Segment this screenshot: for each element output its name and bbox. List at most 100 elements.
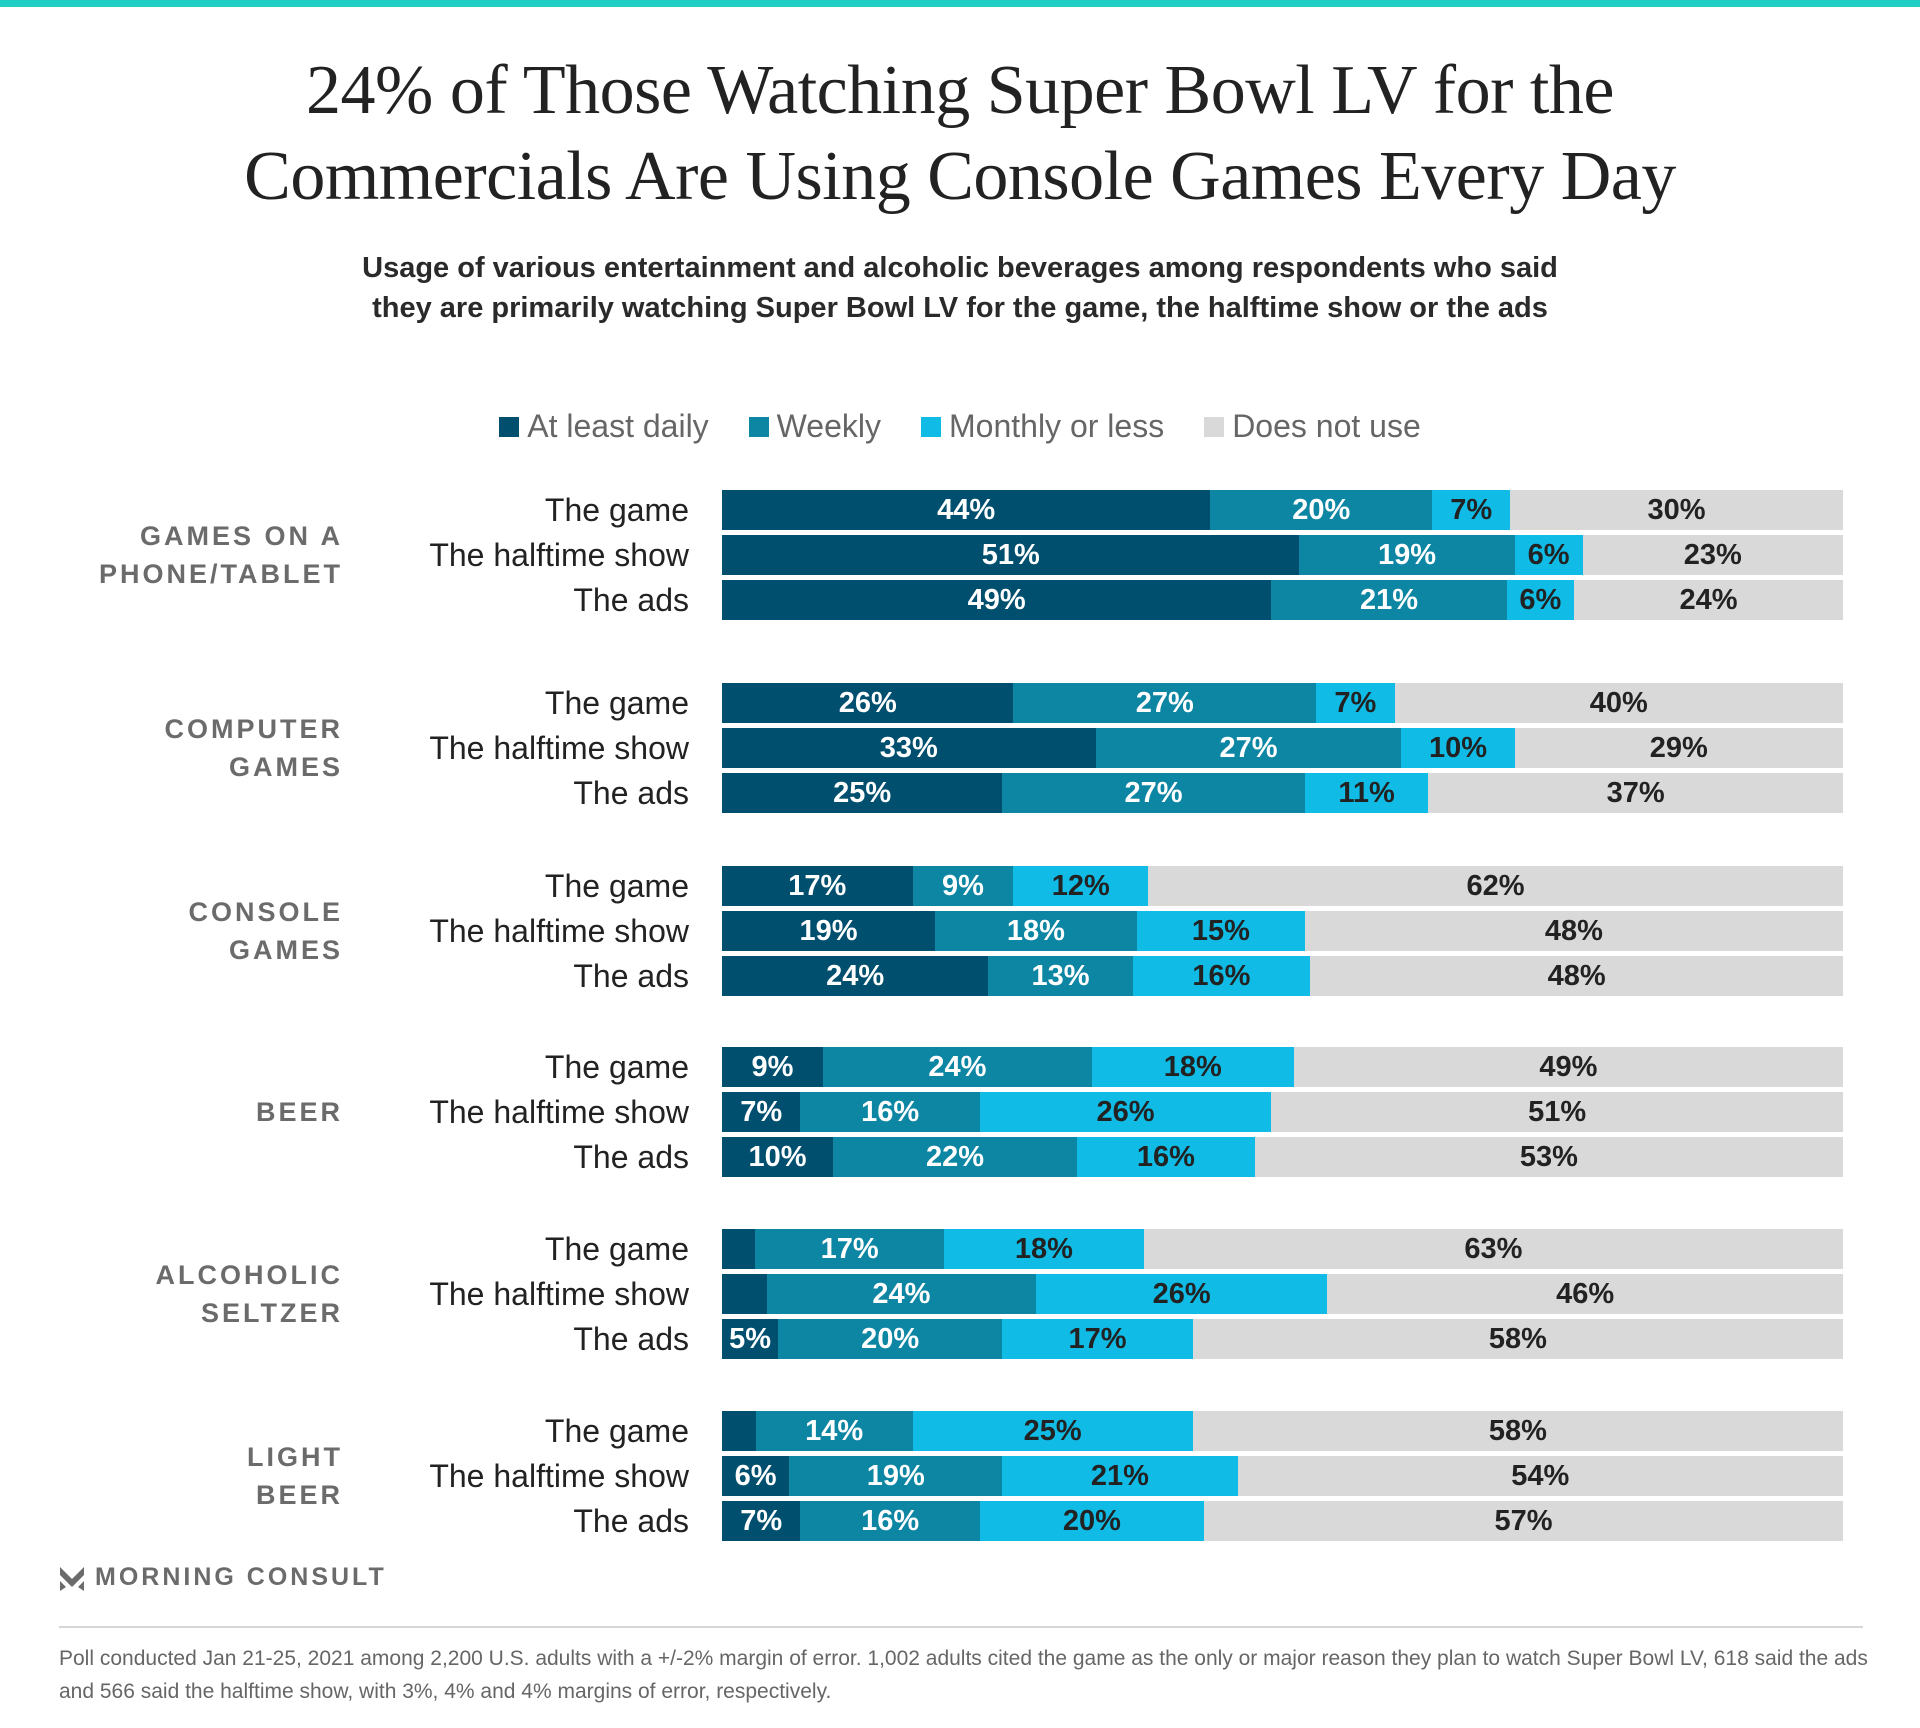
- legend-item-daily: At least daily: [499, 408, 709, 445]
- bar-segment-daily: 6%: [722, 1456, 790, 1496]
- bar-segment-weekly: 17%: [755, 1229, 944, 1269]
- data-label: 17%: [1068, 1322, 1127, 1355]
- bar-segment-weekly: 20%: [778, 1319, 1003, 1359]
- category-label: LIGHT BEER: [247, 1438, 343, 1514]
- data-label: 20%: [1292, 493, 1351, 526]
- data-label: 16%: [1136, 1140, 1195, 1173]
- bar-segment-daily: 5%: [722, 1319, 779, 1359]
- data-label: 27%: [1135, 686, 1194, 719]
- legend-item-none: Does not use: [1204, 408, 1421, 445]
- bar-segment-weekly: 18%: [934, 911, 1137, 951]
- bar-segment-monthly: 18%: [943, 1229, 1144, 1269]
- bar-segment-daily: 9%: [722, 1047, 823, 1087]
- row-label: The game: [544, 492, 689, 528]
- bar-segment-none: 53%: [1254, 1137, 1843, 1177]
- legend-swatch: [748, 416, 769, 437]
- row-label: The halftime show: [429, 537, 689, 573]
- bar-segment-none: 48%: [1310, 956, 1843, 996]
- bar-segment-monthly: 16%: [1077, 1137, 1255, 1177]
- bar-segment-monthly: 16%: [1132, 956, 1311, 996]
- legend-label: Does not use: [1232, 408, 1421, 444]
- data-label: 7%: [1334, 686, 1377, 719]
- category-label: BEER: [256, 1093, 343, 1131]
- bar-segment-weekly: 20%: [1210, 490, 1433, 530]
- data-label: 18%: [1014, 1232, 1073, 1265]
- category-label-line: GAMES ON A: [139, 521, 343, 551]
- row-label: The halftime show: [429, 1458, 689, 1494]
- category-label-line: CONSOLE: [188, 897, 343, 927]
- data-label: 7%: [740, 1095, 783, 1128]
- row-label: The halftime show: [429, 1276, 689, 1312]
- data-label: 10%: [1428, 731, 1488, 764]
- data-label: 25%: [1023, 1414, 1082, 1447]
- bar-segment-monthly: 7%: [1316, 683, 1395, 723]
- data-label: 25%: [833, 776, 892, 809]
- row-label: The ads: [573, 1321, 689, 1357]
- bar-segment-weekly: 13%: [988, 956, 1133, 996]
- legend-swatch: [921, 416, 941, 437]
- bar-segment-weekly: 9%: [912, 866, 1014, 906]
- data-label: 11%: [1338, 776, 1395, 809]
- top-accent-bar: [0, 0, 1920, 7]
- category-label-line: PHONE/TABLET: [99, 559, 343, 589]
- bar-segment-daily: 7%: [722, 1092, 801, 1132]
- data-label: 24%: [928, 1050, 987, 1083]
- data-label: 26%: [1096, 1095, 1155, 1128]
- legend-label: At least daily: [527, 408, 709, 444]
- bar-segment-weekly: 21%: [1271, 580, 1507, 620]
- legend-item-monthly: Monthly or less: [921, 408, 1164, 445]
- category-label-line: BEER: [255, 1097, 343, 1127]
- data-label: 19%: [799, 914, 858, 947]
- bar-segment-none: 48%: [1304, 911, 1843, 951]
- data-label: 6%: [1527, 538, 1570, 571]
- bar-segment-daily: [722, 1274, 767, 1314]
- footnote: Poll conducted Jan 21-25, 2021 among 2,2…: [59, 1647, 1868, 1703]
- data-label: 37%: [1606, 776, 1665, 809]
- data-label: 49%: [967, 583, 1026, 616]
- bar-segment-none: 51%: [1271, 1092, 1843, 1132]
- data-label: 44%: [937, 493, 996, 526]
- data-label: 29%: [1649, 731, 1708, 764]
- bar-segment-monthly: 20%: [979, 1501, 1205, 1541]
- bar-segment-none: 46%: [1327, 1274, 1843, 1314]
- bar-segment-monthly: 10%: [1401, 728, 1515, 768]
- data-label: 30%: [1647, 493, 1706, 526]
- bar-segment-weekly: 24%: [766, 1274, 1036, 1314]
- bar-segment-none: 24%: [1573, 580, 1843, 620]
- morning-consult-logo: MORNING CONSULT: [59, 1563, 387, 1592]
- category-label: ALCOHOLIC SELTZER: [156, 1256, 343, 1332]
- category-label-line: SELTZER: [201, 1298, 343, 1328]
- data-label: 9%: [751, 1050, 794, 1083]
- data-label: 48%: [1544, 914, 1603, 947]
- bar-segment-weekly: 16%: [800, 1092, 980, 1132]
- data-label: 17%: [788, 869, 847, 902]
- bar-segment-none: 37%: [1428, 773, 1843, 813]
- category-label-line: BEER: [255, 1480, 343, 1510]
- bar-segment-none: 57%: [1204, 1501, 1843, 1541]
- chart-subtitle: Usage of various entertainment and alcoh…: [0, 248, 1920, 328]
- bar-segment-weekly: 14%: [755, 1411, 913, 1451]
- bar-segment-none: 58%: [1192, 1319, 1843, 1359]
- data-label: 20%: [861, 1322, 920, 1355]
- data-label: 19%: [866, 1459, 925, 1492]
- subtitle-line-2: they are primarily watching Super Bowl L…: [372, 292, 1548, 324]
- bar-segment-none: 40%: [1394, 683, 1843, 723]
- data-label: 13%: [1031, 959, 1090, 992]
- bar-segment-daily: [722, 1229, 756, 1269]
- bar-segment-weekly: 16%: [800, 1501, 980, 1541]
- data-label: 27%: [1219, 731, 1278, 764]
- data-label: 19%: [1378, 538, 1437, 571]
- data-label: 63%: [1464, 1232, 1523, 1265]
- row-label: The ads: [573, 1139, 689, 1175]
- data-label: 24%: [1679, 583, 1738, 616]
- bar-segment-monthly: 11%: [1304, 773, 1429, 813]
- bar-segment-monthly: 17%: [1002, 1319, 1193, 1359]
- data-label: 33%: [879, 731, 938, 764]
- data-label: 51%: [981, 538, 1040, 571]
- data-label: 6%: [1519, 583, 1562, 616]
- row-label: The halftime show: [429, 1094, 689, 1130]
- bar-segment-daily: 24%: [722, 956, 989, 996]
- category-label-line: GAMES: [228, 752, 343, 782]
- data-label: 17%: [820, 1232, 879, 1265]
- bar-segment-monthly: 26%: [1035, 1274, 1328, 1314]
